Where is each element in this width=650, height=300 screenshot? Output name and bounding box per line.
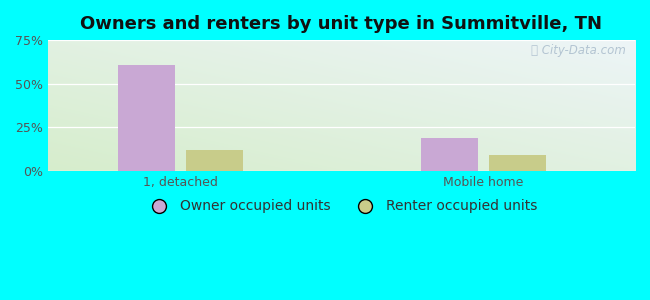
Text: ⓘ City-Data.com: ⓘ City-Data.com <box>531 44 626 57</box>
Legend: Owner occupied units, Renter occupied units: Owner occupied units, Renter occupied un… <box>140 194 543 219</box>
Bar <box>118 64 175 171</box>
Title: Owners and renters by unit type in Summitville, TN: Owners and renters by unit type in Summi… <box>81 15 603 33</box>
Bar <box>421 138 478 171</box>
Bar <box>186 150 243 171</box>
Bar <box>489 155 546 171</box>
